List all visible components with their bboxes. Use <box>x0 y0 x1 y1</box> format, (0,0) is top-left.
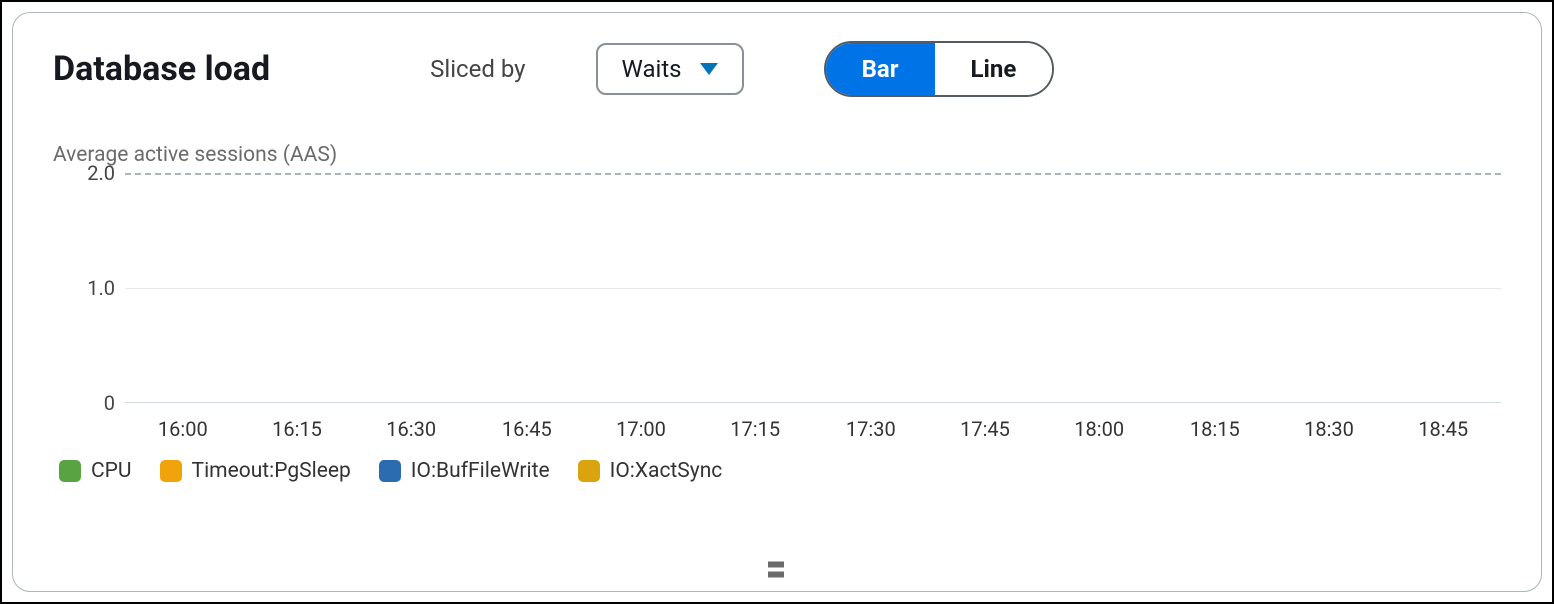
legend-swatch-icon <box>578 460 600 482</box>
y-axis-label: Average active sessions (AAS) <box>53 143 1501 167</box>
x-tick-label: 18:00 <box>1074 417 1124 441</box>
legend-label: IO:XactSync <box>610 459 723 483</box>
x-tick-label: 17:45 <box>960 417 1010 441</box>
legend-label: Timeout:PgSleep <box>192 459 351 483</box>
chevron-down-icon <box>700 63 718 75</box>
plot-area[interactable] <box>125 173 1501 403</box>
x-tick-label: 16:45 <box>502 417 552 441</box>
legend-swatch-icon <box>160 460 182 482</box>
x-tick-label: 16:00 <box>158 417 208 441</box>
legend-swatch-icon <box>379 460 401 482</box>
x-tick-label: 17:00 <box>616 417 666 441</box>
legend-item[interactable]: CPU <box>59 459 132 483</box>
x-tick-label: 17:30 <box>846 417 896 441</box>
x-tick-label: 18:30 <box>1304 417 1354 441</box>
sliced-by-select[interactable]: Waits <box>596 43 744 95</box>
x-tick-label: 16:15 <box>272 417 322 441</box>
x-tick-label: 18:45 <box>1418 417 1468 441</box>
x-tick-label: 17:15 <box>730 417 780 441</box>
resize-handle-icon[interactable]: 〓 <box>766 554 788 583</box>
toggle-line[interactable]: Line <box>935 43 1053 95</box>
sliced-by-label: Sliced by <box>430 55 525 83</box>
x-tick-label: 18:15 <box>1190 417 1240 441</box>
panel-header: Database load Sliced by Waits Bar Line <box>53 41 1501 97</box>
panel-title: Database load <box>53 49 270 89</box>
sliced-by-value: Waits <box>622 55 682 83</box>
x-tick-label: 16:30 <box>386 417 436 441</box>
y-tick-label: 2.0 <box>87 161 115 185</box>
y-axis: 01.02.0 <box>53 173 125 403</box>
legend-item[interactable]: IO:XactSync <box>578 459 723 483</box>
y-tick-label: 0 <box>104 391 115 415</box>
legend-item[interactable]: IO:BufFileWrite <box>379 459 550 483</box>
chart-area: 01.02.0 <box>53 173 1501 403</box>
legend-swatch-icon <box>59 460 81 482</box>
toggle-bar[interactable]: Bar <box>826 43 935 95</box>
legend-label: IO:BufFileWrite <box>411 459 550 483</box>
database-load-panel: Database load Sliced by Waits Bar Line A… <box>12 12 1542 592</box>
legend-item[interactable]: Timeout:PgSleep <box>160 459 351 483</box>
legend-label: CPU <box>91 459 132 483</box>
x-axis: 16:00 16:15 16:30 16:45 17:00 17:15 17:30 17:45… <box>125 403 1501 453</box>
y-tick-label: 1.0 <box>87 276 115 300</box>
chart-style-toggle: Bar Line <box>824 41 1055 97</box>
legend: CPU Timeout:PgSleep IO:BufFileWrite IO:Xact… <box>59 459 1501 483</box>
